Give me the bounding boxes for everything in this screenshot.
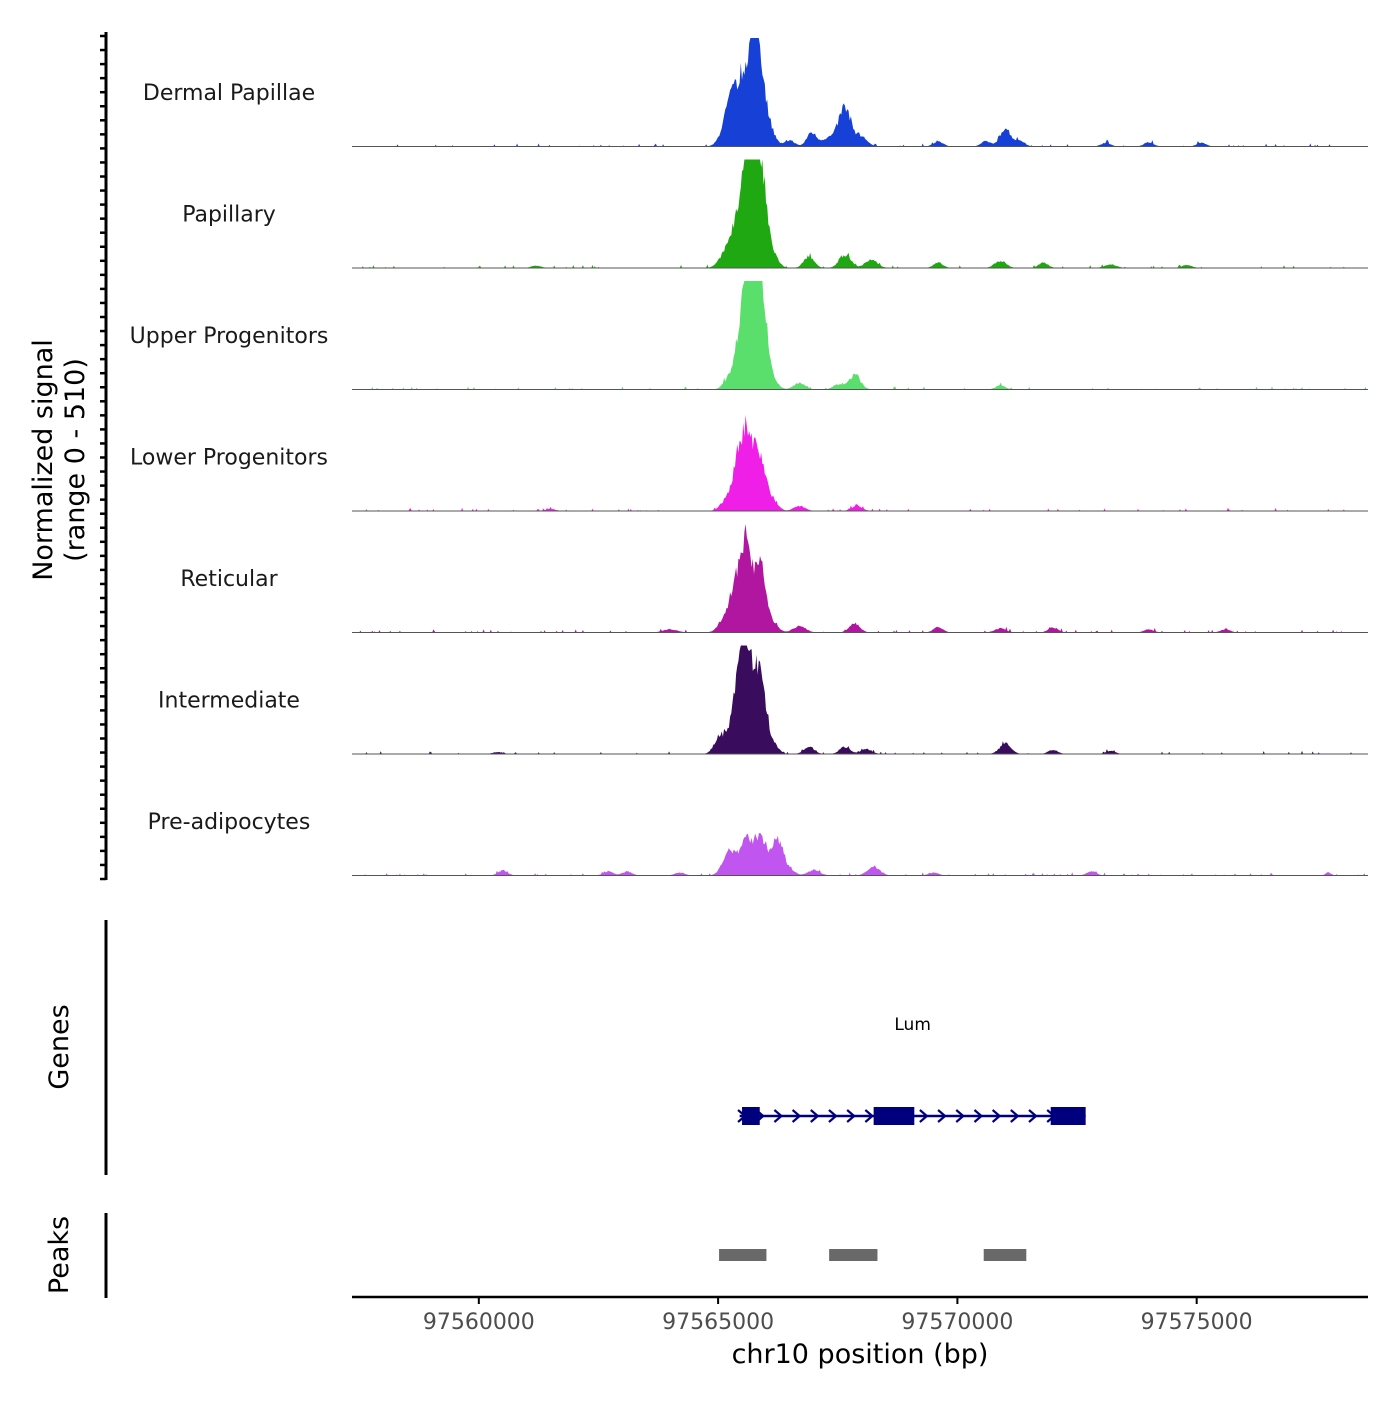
coverage-area bbox=[352, 281, 1368, 390]
track-pre-adipocytes: Pre-adipocytes bbox=[148, 810, 1368, 876]
gene-exon bbox=[1050, 1107, 1086, 1125]
coverage-area bbox=[352, 159, 1368, 268]
strand-arrow bbox=[1010, 1109, 1020, 1123]
strand-arrow bbox=[955, 1109, 965, 1123]
strand-arrow bbox=[791, 1109, 802, 1123]
track-label: Pre-adipocytes bbox=[148, 810, 311, 835]
genes-track-label: Genes bbox=[44, 1004, 75, 1089]
x-tick-label: 97560000 bbox=[423, 1310, 535, 1335]
track-label: Reticular bbox=[180, 567, 278, 592]
track-label: Lower Progenitors bbox=[130, 446, 328, 471]
peak-region bbox=[719, 1249, 767, 1261]
track-dermal-papillae: Dermal Papillae bbox=[143, 38, 1368, 147]
y-axis-title: Normalized signal bbox=[28, 339, 59, 581]
strand-arrow bbox=[973, 1109, 984, 1123]
track-label: Papillary bbox=[182, 203, 276, 228]
track-intermediate: Intermediate bbox=[158, 645, 1368, 755]
strand-arrow bbox=[991, 1109, 1002, 1123]
genes-track: Lum bbox=[104, 920, 1086, 1175]
strand-arrow bbox=[828, 1109, 838, 1123]
strand-arrow bbox=[846, 1109, 856, 1123]
track-label: Upper Progenitors bbox=[130, 324, 329, 349]
coverage-area bbox=[352, 415, 1368, 511]
x-axis: 97560000 97565000 97570000 97575000 bbox=[352, 1295, 1368, 1335]
track-papillary: Papillary bbox=[182, 159, 1368, 269]
x-tick-label: 97575000 bbox=[1141, 1310, 1253, 1335]
peaks-track bbox=[104, 1213, 1027, 1298]
track-label: Dermal Papillae bbox=[143, 81, 315, 106]
x-axis-title: chr10 position (bp) bbox=[732, 1339, 989, 1370]
strand-arrow bbox=[937, 1109, 947, 1123]
track-reticular: Reticular bbox=[180, 524, 1368, 633]
coverage-area bbox=[352, 38, 1368, 147]
peak-region bbox=[829, 1249, 878, 1261]
gene-exon bbox=[742, 1107, 760, 1125]
coverage-tracks: Dermal Papillae Papillary Upper Progenitor… bbox=[130, 38, 1368, 876]
coverage-y-axis bbox=[100, 32, 108, 881]
y-axis-range: (range 0 - 510) bbox=[60, 358, 91, 562]
x-tick-label: 97570000 bbox=[901, 1310, 1013, 1335]
strand-arrow bbox=[810, 1109, 820, 1123]
coverage-area bbox=[352, 524, 1368, 633]
peaks-track-label: Peaks bbox=[44, 1216, 75, 1294]
peak-region bbox=[983, 1249, 1027, 1261]
strand-arrow bbox=[1028, 1109, 1038, 1123]
strand-arrow bbox=[773, 1109, 784, 1123]
track-label: Intermediate bbox=[158, 689, 300, 714]
x-tick-label: 97565000 bbox=[662, 1310, 774, 1335]
gene-exon bbox=[873, 1107, 915, 1125]
track-upper-progenitors: Upper Progenitors bbox=[130, 281, 1368, 390]
track-lower-progenitors: Lower Progenitors bbox=[130, 415, 1368, 512]
coverage-area bbox=[352, 645, 1368, 754]
gene-label: Lum bbox=[894, 1015, 931, 1035]
strand-arrow bbox=[864, 1109, 875, 1123]
strand-arrow bbox=[919, 1109, 929, 1123]
coverage-area bbox=[352, 832, 1368, 876]
